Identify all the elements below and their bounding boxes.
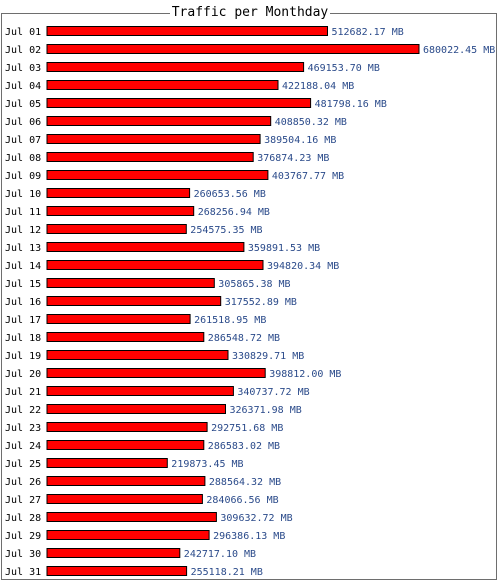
traffic-bar	[46, 278, 215, 288]
traffic-bar	[46, 548, 181, 558]
traffic-bar	[46, 224, 187, 234]
day-label: Jul 20	[5, 369, 41, 380]
day-label: Jul 10	[5, 189, 41, 200]
day-label: Jul 14	[5, 261, 41, 272]
traffic-bar	[46, 188, 191, 198]
day-label: Jul 04	[5, 81, 41, 92]
traffic-bar	[46, 134, 261, 144]
traffic-bar	[46, 494, 203, 504]
traffic-bar	[46, 206, 195, 216]
traffic-bar	[46, 404, 226, 414]
value-label: 286548.72 MB	[208, 333, 280, 344]
day-label: Jul 02	[5, 45, 41, 56]
value-label: 242717.10 MB	[184, 549, 256, 560]
traffic-bar	[46, 116, 272, 126]
day-label: Jul 11	[5, 207, 41, 218]
day-label: Jul 29	[5, 531, 41, 542]
value-label: 286583.02 MB	[208, 441, 280, 452]
day-label: Jul 06	[5, 117, 41, 128]
value-label: 309632.72 MB	[220, 513, 292, 524]
traffic-bar	[46, 368, 266, 378]
traffic-bar	[46, 566, 188, 576]
traffic-bar	[46, 152, 254, 162]
day-label: Jul 28	[5, 513, 41, 524]
value-label: 359891.53 MB	[248, 243, 320, 254]
traffic-bar	[46, 26, 328, 36]
value-label: 376874.23 MB	[257, 153, 329, 164]
value-label: 403767.77 MB	[272, 171, 344, 182]
value-label: 394820.34 MB	[267, 261, 339, 272]
value-label: 284066.56 MB	[206, 495, 278, 506]
value-label: 326371.98 MB	[230, 405, 302, 416]
traffic-bar	[46, 44, 420, 54]
value-label: 296386.13 MB	[213, 531, 285, 542]
chart-title: Traffic per Monthday	[169, 5, 331, 20]
value-label: 330829.71 MB	[232, 351, 304, 362]
day-label: Jul 24	[5, 441, 41, 452]
day-label: Jul 22	[5, 405, 41, 416]
traffic-bar	[46, 314, 191, 324]
day-label: Jul 27	[5, 495, 41, 506]
day-label: Jul 05	[5, 99, 41, 110]
traffic-bar	[46, 170, 269, 180]
value-label: 268256.94 MB	[198, 207, 270, 218]
value-label: 398812.00 MB	[269, 369, 341, 380]
value-label: 317552.89 MB	[225, 297, 297, 308]
traffic-bar	[46, 260, 264, 270]
value-label: 261518.95 MB	[194, 315, 266, 326]
day-label: Jul 07	[5, 135, 41, 146]
day-label: Jul 25	[5, 459, 41, 470]
value-label: 219873.45 MB	[171, 459, 243, 470]
value-label: 340737.72 MB	[237, 387, 309, 398]
value-label: 260653.56 MB	[194, 189, 266, 200]
traffic-bar	[46, 62, 305, 72]
day-label: Jul 08	[5, 153, 41, 164]
day-label: Jul 16	[5, 297, 41, 308]
traffic-bar	[46, 476, 206, 486]
day-label: Jul 15	[5, 279, 41, 290]
day-label: Jul 23	[5, 423, 41, 434]
day-label: Jul 30	[5, 549, 41, 560]
value-label: 469153.70 MB	[308, 63, 380, 74]
traffic-bar	[46, 80, 279, 90]
day-label: Jul 18	[5, 333, 41, 344]
value-label: 288564.32 MB	[209, 477, 281, 488]
value-label: 255118.21 MB	[191, 567, 263, 578]
chart-title-wrap: Traffic per Monthday	[0, 5, 500, 20]
traffic-bar	[46, 440, 205, 450]
traffic-bar	[46, 422, 208, 432]
value-label: 422188.04 MB	[282, 81, 354, 92]
day-label: Jul 19	[5, 351, 41, 362]
day-label: Jul 09	[5, 171, 41, 182]
value-label: 389504.16 MB	[264, 135, 336, 146]
day-label: Jul 17	[5, 315, 41, 326]
value-label: 305865.38 MB	[218, 279, 290, 290]
value-label: 408850.32 MB	[275, 117, 347, 128]
value-label: 512682.17 MB	[332, 27, 404, 38]
traffic-bar	[46, 242, 245, 252]
traffic-bar	[46, 386, 234, 396]
traffic-bar	[46, 350, 229, 360]
value-label: 254575.35 MB	[190, 225, 262, 236]
day-label: Jul 01	[5, 27, 41, 38]
value-label: 680022.45 MB	[423, 45, 495, 56]
traffic-bar	[46, 98, 312, 108]
day-label: Jul 13	[5, 243, 41, 254]
traffic-bar	[46, 296, 222, 306]
value-label: 292751.68 MB	[211, 423, 283, 434]
day-label: Jul 26	[5, 477, 41, 488]
traffic-bar	[46, 530, 210, 540]
traffic-bar	[46, 458, 168, 468]
traffic-bar	[46, 512, 217, 522]
day-label: Jul 21	[5, 387, 41, 398]
day-label: Jul 31	[5, 567, 41, 578]
day-label: Jul 12	[5, 225, 41, 236]
value-label: 481798.16 MB	[315, 99, 387, 110]
traffic-bar	[46, 332, 205, 342]
day-label: Jul 03	[5, 63, 41, 74]
